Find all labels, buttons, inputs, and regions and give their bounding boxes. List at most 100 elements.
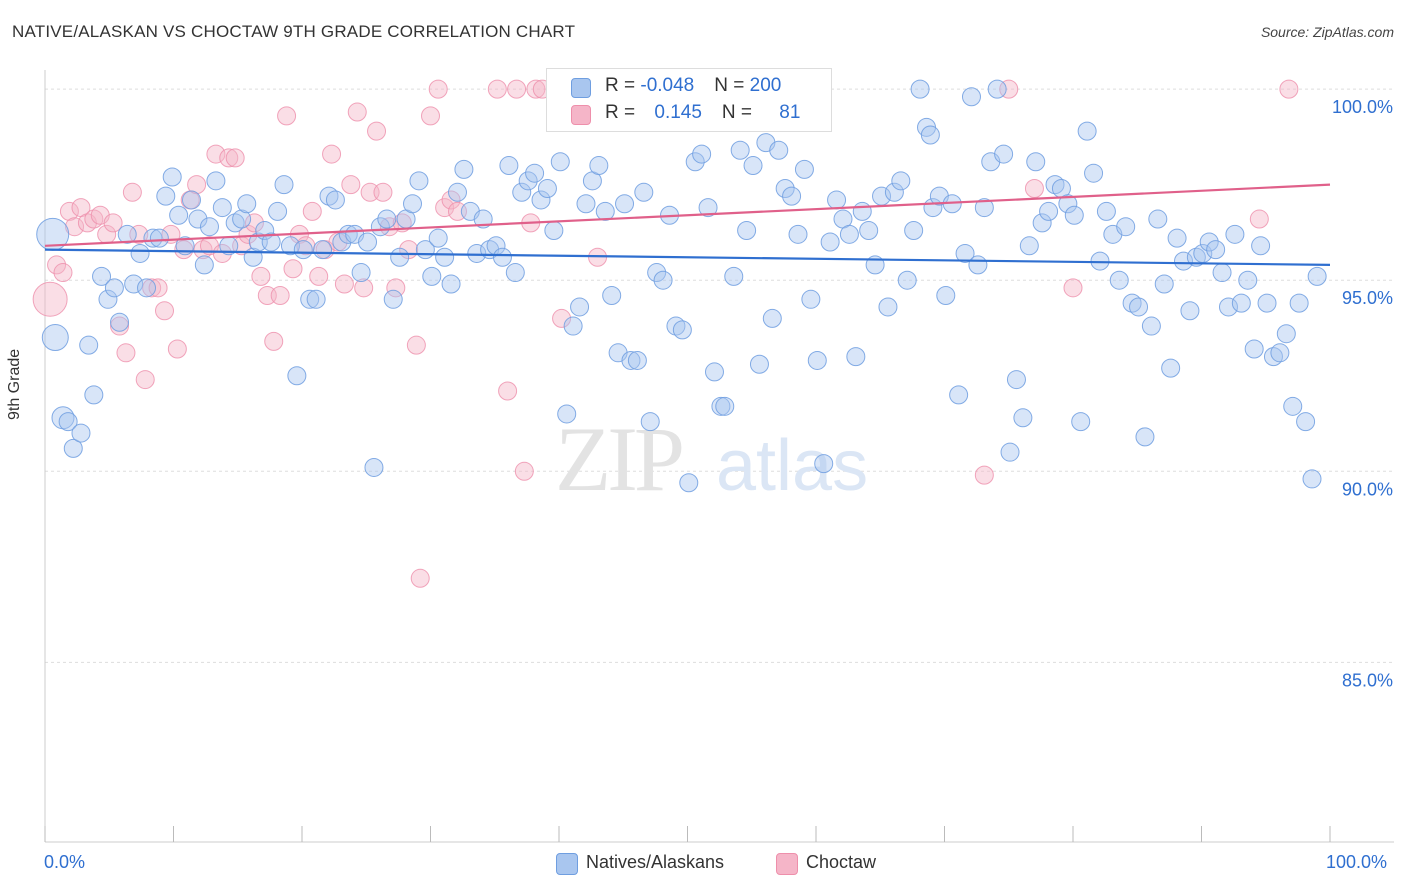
natives-point: [237, 194, 257, 214]
natives-point: [149, 228, 169, 248]
choctaw-point: [392, 213, 412, 233]
choctaw-point: [514, 461, 534, 481]
natives-point: [1032, 213, 1052, 233]
choctaw-point: [244, 213, 264, 233]
y-tick-label: 85.0%: [1342, 670, 1393, 690]
natives-point: [827, 190, 847, 210]
natives-point: [589, 156, 609, 176]
natives-point: [41, 324, 69, 352]
natives-point: [422, 266, 442, 286]
choctaw-point: [122, 182, 142, 202]
natives-point: [206, 171, 226, 191]
natives-point: [293, 240, 313, 260]
natives-trend-line: [44, 248, 1331, 267]
natives-point: [949, 385, 969, 405]
choctaw-point: [225, 148, 245, 168]
natives-point: [287, 366, 307, 386]
natives-point: [499, 156, 519, 176]
axes: [44, 70, 1394, 843]
natives-point: [403, 194, 423, 214]
natives-point: [1251, 236, 1271, 256]
natives-point: [1244, 339, 1264, 359]
natives-point: [199, 217, 219, 237]
natives-point: [169, 205, 189, 225]
natives-point: [762, 308, 782, 328]
natives-point: [358, 232, 378, 252]
natives-point: [852, 201, 872, 221]
natives-point: [557, 404, 577, 424]
choctaw-point: [373, 182, 393, 202]
choctaw-point: [59, 201, 79, 221]
natives-point: [194, 255, 214, 275]
choctaw-point: [251, 266, 271, 286]
choctaw-point: [219, 148, 239, 168]
natives-point: [1199, 232, 1219, 252]
natives-point: [261, 232, 281, 252]
natives-point: [679, 473, 699, 493]
choctaw-point: [212, 243, 232, 263]
choctaw-point: [65, 217, 85, 237]
natives-point: [1116, 217, 1136, 237]
natives-point: [987, 79, 1007, 99]
natives-point: [1167, 228, 1187, 248]
natives-point: [550, 152, 570, 172]
natives-point: [794, 159, 814, 179]
natives-point: [884, 182, 904, 202]
natives-point: [1000, 442, 1020, 462]
natives-point: [1013, 408, 1033, 428]
natives-point: [130, 243, 150, 263]
natives-point: [1148, 209, 1168, 229]
natives-point: [715, 396, 735, 416]
natives-point: [1174, 251, 1194, 271]
x-tick-label-min: 0.0%: [44, 852, 86, 872]
natives-point: [1206, 240, 1226, 260]
natives-point: [156, 186, 176, 206]
natives-point: [968, 255, 988, 275]
natives-point: [891, 171, 911, 191]
natives-point: [1302, 469, 1322, 489]
svg-text:ZIP: ZIP: [555, 408, 682, 510]
choctaw-trend-line: [44, 183, 1331, 247]
natives-point: [313, 240, 333, 260]
natives-point: [364, 457, 384, 477]
natives-point: [961, 87, 981, 107]
natives-point: [467, 243, 487, 263]
natives-point: [615, 194, 635, 214]
natives-point: [1225, 224, 1245, 244]
choctaw-point: [264, 331, 284, 351]
choctaw-point: [421, 106, 440, 126]
natives-point: [704, 362, 724, 382]
natives-point: [104, 278, 124, 298]
natives-point: [1218, 297, 1238, 317]
natives-point: [383, 289, 403, 309]
natives-point: [505, 263, 525, 283]
legend-swatch-pink: [571, 105, 591, 125]
natives-point: [692, 144, 712, 164]
natives-point: [570, 297, 590, 317]
choctaw-point: [32, 281, 68, 317]
natives-point: [1071, 412, 1091, 432]
choctaw-point: [334, 274, 354, 294]
natives-point: [274, 175, 294, 195]
natives-point: [306, 289, 326, 309]
natives-point: [1276, 324, 1296, 344]
natives-point: [994, 144, 1014, 164]
natives-point: [1058, 194, 1078, 214]
bottom-legend-swatch-blue: [556, 853, 578, 875]
natives-point: [595, 201, 615, 221]
natives-point: [63, 438, 83, 458]
natives-point: [71, 423, 91, 443]
natives-point: [820, 232, 840, 252]
natives-point: [1283, 396, 1303, 416]
natives-point: [143, 228, 163, 248]
natives-point: [377, 209, 397, 229]
natives-point: [685, 152, 705, 172]
natives-point: [769, 140, 789, 160]
natives-point: [473, 209, 493, 229]
legend-swatch-blue: [571, 78, 591, 98]
y-tick-label: 90.0%: [1342, 479, 1393, 499]
natives-point: [1129, 297, 1149, 317]
choctaw-points: [32, 79, 1299, 588]
natives-point: [351, 263, 371, 283]
